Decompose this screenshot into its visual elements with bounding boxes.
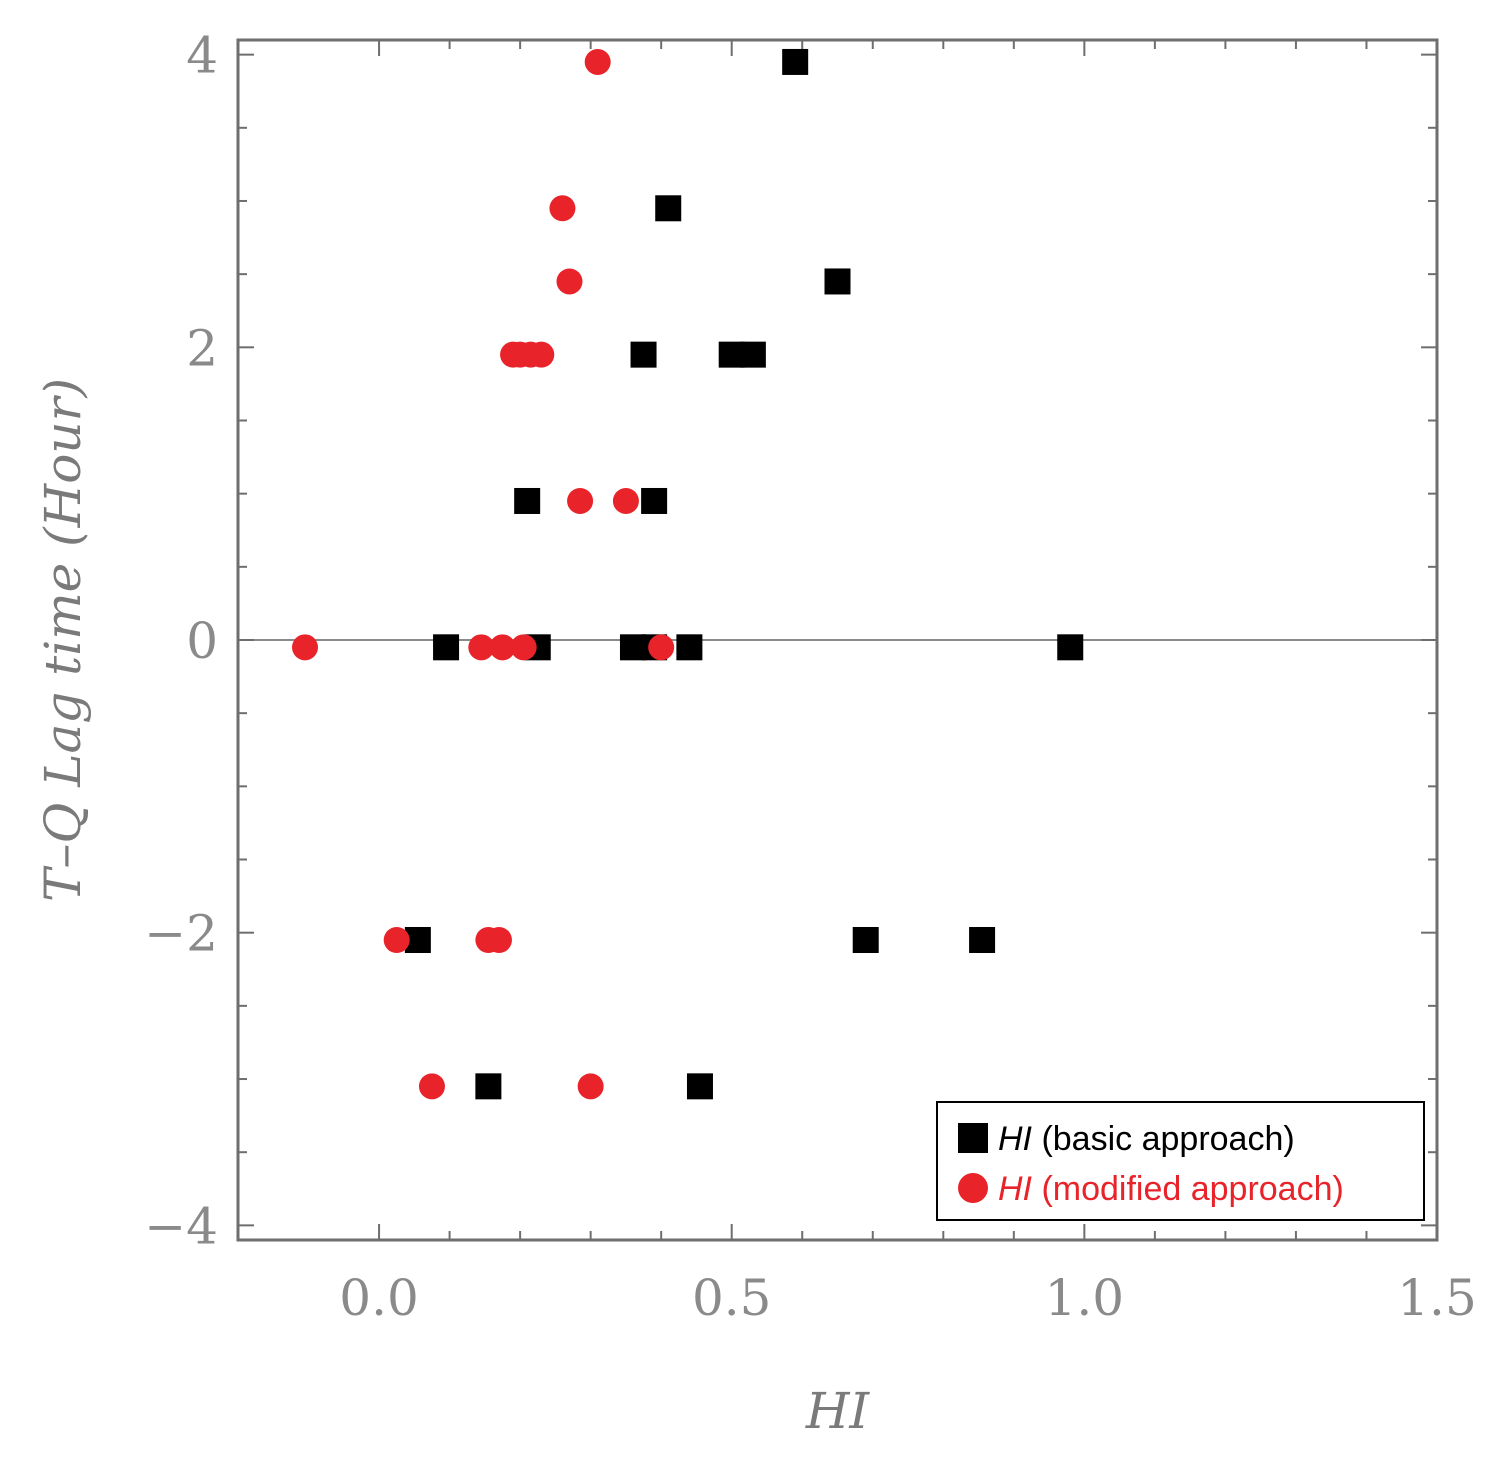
point-modified	[489, 634, 516, 661]
x-axis-title: HI	[805, 1382, 871, 1440]
point-basic	[655, 195, 682, 222]
x-tick-label: 1.5	[1397, 1269, 1477, 1327]
y-tick-label: 2	[186, 319, 218, 377]
point-basic	[852, 927, 879, 953]
y-tick-label: −4	[144, 1197, 218, 1255]
x-tick-label: 0.5	[692, 1269, 772, 1327]
data-points	[292, 48, 1084, 1100]
point-modified	[292, 634, 319, 661]
x-tick-label: 1.0	[1045, 1269, 1125, 1327]
legend-marker-basic	[958, 1123, 988, 1153]
point-modified	[383, 927, 410, 953]
point-basic	[641, 487, 668, 514]
legend-label-basic: HI (basic approach)	[998, 1120, 1295, 1158]
point-modified	[567, 487, 594, 514]
point-basic	[514, 487, 541, 514]
point-modified	[556, 268, 583, 295]
point-modified	[528, 341, 555, 368]
x-tick-label: 0.0	[339, 1269, 419, 1327]
point-modified	[584, 48, 611, 75]
legend-label-modified: HI (modified approach)	[998, 1170, 1344, 1208]
legend: HI (basic approach) HI (modified approach…	[936, 1101, 1425, 1221]
point-modified	[577, 1073, 604, 1100]
plot-frame	[236, 38, 1439, 1242]
legend-box	[936, 1101, 1425, 1221]
legend-marker-modified	[958, 1173, 988, 1203]
point-basic	[475, 1073, 502, 1100]
point-modified	[612, 487, 639, 514]
y-tick-label: 4	[186, 27, 218, 85]
point-basic	[969, 927, 996, 953]
point-basic	[1057, 634, 1084, 661]
point-modified	[418, 1073, 445, 1100]
y-tick-label: −2	[144, 905, 218, 963]
point-basic	[824, 268, 851, 295]
point-modified	[510, 634, 537, 661]
point-modified	[549, 195, 576, 222]
tick-labels: 0.0 0.5 1.0 1.5 4 2 0 −2 −4	[144, 27, 1476, 1327]
point-modified	[648, 634, 675, 661]
point-basic	[630, 341, 657, 368]
y-tick-label: 0	[186, 612, 218, 670]
y-axis-title: T–Q Lag time (Hour)	[34, 378, 92, 902]
point-basic	[676, 634, 703, 661]
point-modified	[468, 634, 495, 661]
point-basic	[433, 634, 460, 661]
point-modified	[485, 927, 512, 953]
point-basic	[739, 341, 766, 368]
point-basic	[782, 48, 809, 75]
point-basic	[686, 1073, 713, 1100]
